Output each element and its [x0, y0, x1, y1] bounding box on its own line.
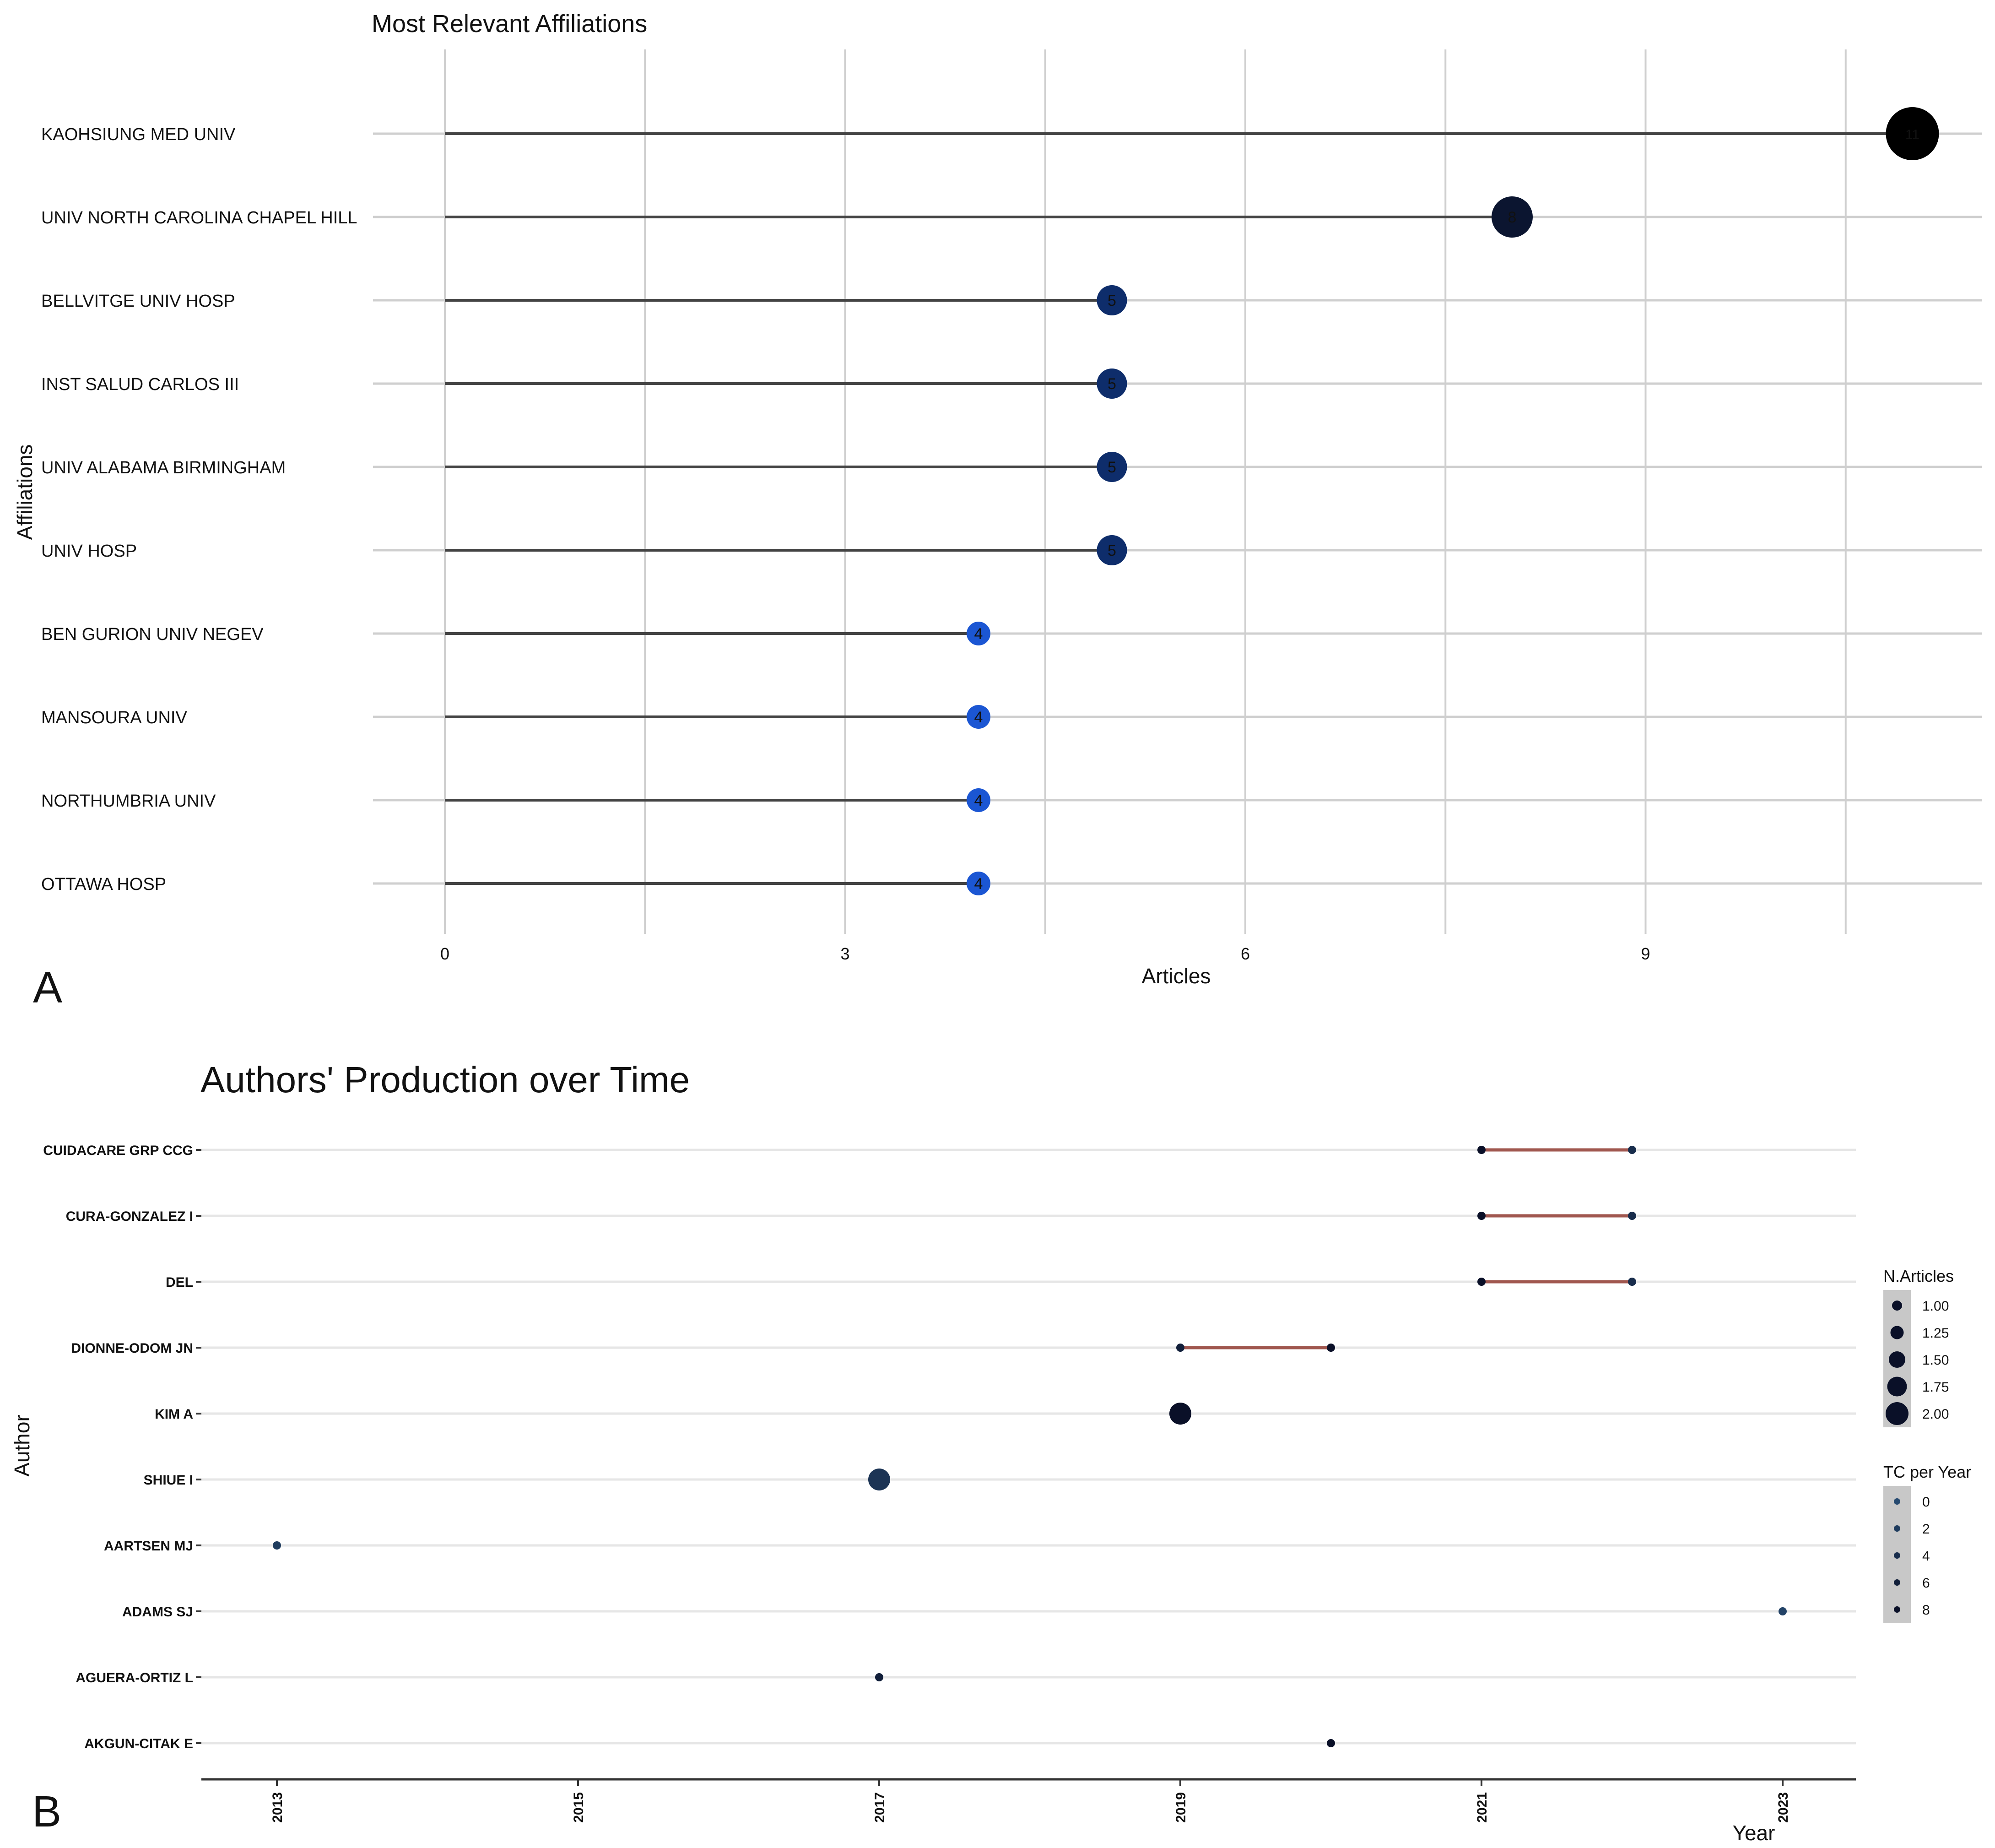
panel-a-plot: 0 3 6 9 KAOHSIUNG MED UNIV 11 UNIV NORTH CAROL… — [41, 49, 1982, 963]
panel-b-xlabel: Year — [1733, 1821, 1775, 1845]
panel-b-ylabel: Author — [10, 1414, 34, 1477]
x-tick-label: 2021 — [1475, 1792, 1490, 1823]
legend-articles-label: 1.00 — [1922, 1299, 1949, 1314]
panel-b-plot: 2013 2015 2017 2019 2021 2023 CUIDACARE GRP CC… — [43, 1143, 1856, 1823]
affiliation-label: MANSOURA UNIV — [41, 708, 187, 727]
value-label: 5 — [1108, 542, 1116, 559]
author-label: CURA-GONZALEZ I — [66, 1209, 193, 1224]
legend-tc-dot — [1894, 1498, 1900, 1505]
value-label: 4 — [974, 709, 983, 726]
affiliation-label: UNIV NORTH CAROLINA CHAPEL HILL — [41, 208, 357, 228]
legend-tc-title: TC per Year — [1883, 1463, 1971, 1481]
lollipop-dot — [967, 872, 990, 895]
author-label: AARTSEN MJ — [104, 1539, 193, 1554]
author-label: SHIUE I — [144, 1473, 193, 1488]
x-tick-label: 2013 — [270, 1792, 285, 1823]
value-label: 11 — [1905, 127, 1919, 142]
lollipop-dot — [967, 622, 990, 645]
production-point — [273, 1541, 281, 1550]
legend-articles-label: 2.00 — [1922, 1407, 1949, 1422]
x-tick-label: 2017 — [872, 1792, 887, 1823]
lollipop-dot — [967, 788, 990, 812]
affiliation-label: UNIV HOSP — [41, 542, 137, 561]
panel-b-label: B — [32, 1787, 61, 1836]
author-label: ADAMS SJ — [122, 1604, 193, 1620]
production-point — [1779, 1607, 1787, 1615]
lollipop-dot — [1097, 369, 1127, 399]
legend-articles-label: 1.50 — [1922, 1353, 1949, 1368]
production-point — [1477, 1212, 1486, 1220]
production-point — [1628, 1278, 1636, 1286]
author-label: KIM A — [155, 1407, 193, 1422]
legend-articles-title: N.Articles — [1883, 1267, 1954, 1285]
lollipop-dot — [967, 705, 990, 729]
affiliation-label: NORTHUMBRIA UNIV — [41, 791, 216, 811]
panel-b-legend: N.Articles 1.00 1.25 1.50 1.75 2.00 TC per Yea… — [1883, 1267, 1971, 1623]
affiliation-label: BELLVITGE UNIV HOSP — [41, 292, 235, 311]
production-point — [868, 1469, 890, 1490]
lollipop-dot — [1492, 196, 1533, 238]
value-label: 5 — [1108, 459, 1116, 476]
affiliation-label: INST SALUD CARLOS III — [41, 375, 239, 394]
production-point — [1176, 1344, 1184, 1352]
legend-articles-dot — [1886, 1402, 1908, 1425]
legend-articles-dot — [1887, 1377, 1907, 1397]
legend-articles-dot — [1890, 1326, 1904, 1339]
value-label: 8 — [1508, 209, 1517, 226]
panel-b-title: Authors' Production over Time — [200, 1059, 690, 1100]
author-label: DEL — [166, 1275, 193, 1290]
x-tick-label: 2019 — [1173, 1792, 1189, 1823]
production-point — [1327, 1739, 1335, 1747]
lollipop-dot — [1886, 107, 1939, 160]
legend-articles-dot — [1889, 1351, 1905, 1368]
x-tick-label: 6 — [1241, 944, 1250, 963]
production-point — [875, 1673, 883, 1681]
legend-tc-dot — [1894, 1525, 1900, 1532]
panel-a-label: A — [33, 963, 62, 1012]
legend-tc-label: 2 — [1922, 1522, 1930, 1537]
legend-articles-dot — [1892, 1301, 1902, 1311]
legend-tc-dot — [1894, 1606, 1900, 1613]
author-label: AKGUN-CITAK E — [84, 1736, 193, 1751]
affiliation-label: BEN GURION UNIV NEGEV — [41, 625, 264, 644]
value-label: 5 — [1108, 292, 1116, 309]
production-point — [1327, 1344, 1335, 1352]
production-point — [1477, 1278, 1486, 1286]
x-tick-label: 0 — [440, 944, 449, 963]
author-label: AGUERA-ORTIZ L — [76, 1670, 193, 1685]
value-label: 4 — [974, 625, 983, 643]
legend-tc-label: 8 — [1922, 1603, 1930, 1618]
affiliation-label: UNIV ALABAMA BIRMINGHAM — [41, 458, 286, 477]
legend-tc-label: 0 — [1922, 1495, 1930, 1510]
lollipop-dot — [1097, 535, 1127, 565]
panel-a-title: Most Relevant Affiliations — [372, 10, 647, 38]
affiliation-label: OTTAWA HOSP — [41, 875, 166, 894]
value-label: 4 — [974, 875, 983, 893]
x-tick-label: 9 — [1641, 944, 1650, 963]
value-label: 4 — [974, 792, 983, 809]
panel-a-ylabel: Affiliations — [13, 444, 37, 540]
author-label: CUIDACARE GRP CCG — [43, 1143, 193, 1158]
legend-articles-label: 1.75 — [1922, 1380, 1949, 1395]
legend-tc-dot — [1894, 1579, 1900, 1586]
x-tick-label: 2023 — [1776, 1792, 1791, 1823]
legend-articles-label: 1.25 — [1922, 1326, 1949, 1341]
lollipop-dot — [1097, 285, 1127, 315]
legend-tc-dot — [1894, 1552, 1900, 1559]
author-label: DIONNE-ODOM JN — [71, 1341, 193, 1356]
lollipop-dot — [1097, 452, 1127, 482]
production-point — [1628, 1212, 1636, 1220]
x-tick-label: 2015 — [571, 1792, 586, 1823]
production-point — [1477, 1146, 1486, 1154]
legend-tc-label: 6 — [1922, 1576, 1930, 1591]
production-point — [1169, 1403, 1191, 1425]
panel-a-xlabel: Articles — [1142, 964, 1211, 988]
x-tick-label: 3 — [840, 944, 849, 963]
value-label: 5 — [1108, 375, 1116, 393]
production-point — [1628, 1146, 1636, 1154]
legend-tc-label: 4 — [1922, 1549, 1930, 1564]
affiliation-label: KAOHSIUNG MED UNIV — [41, 125, 236, 144]
